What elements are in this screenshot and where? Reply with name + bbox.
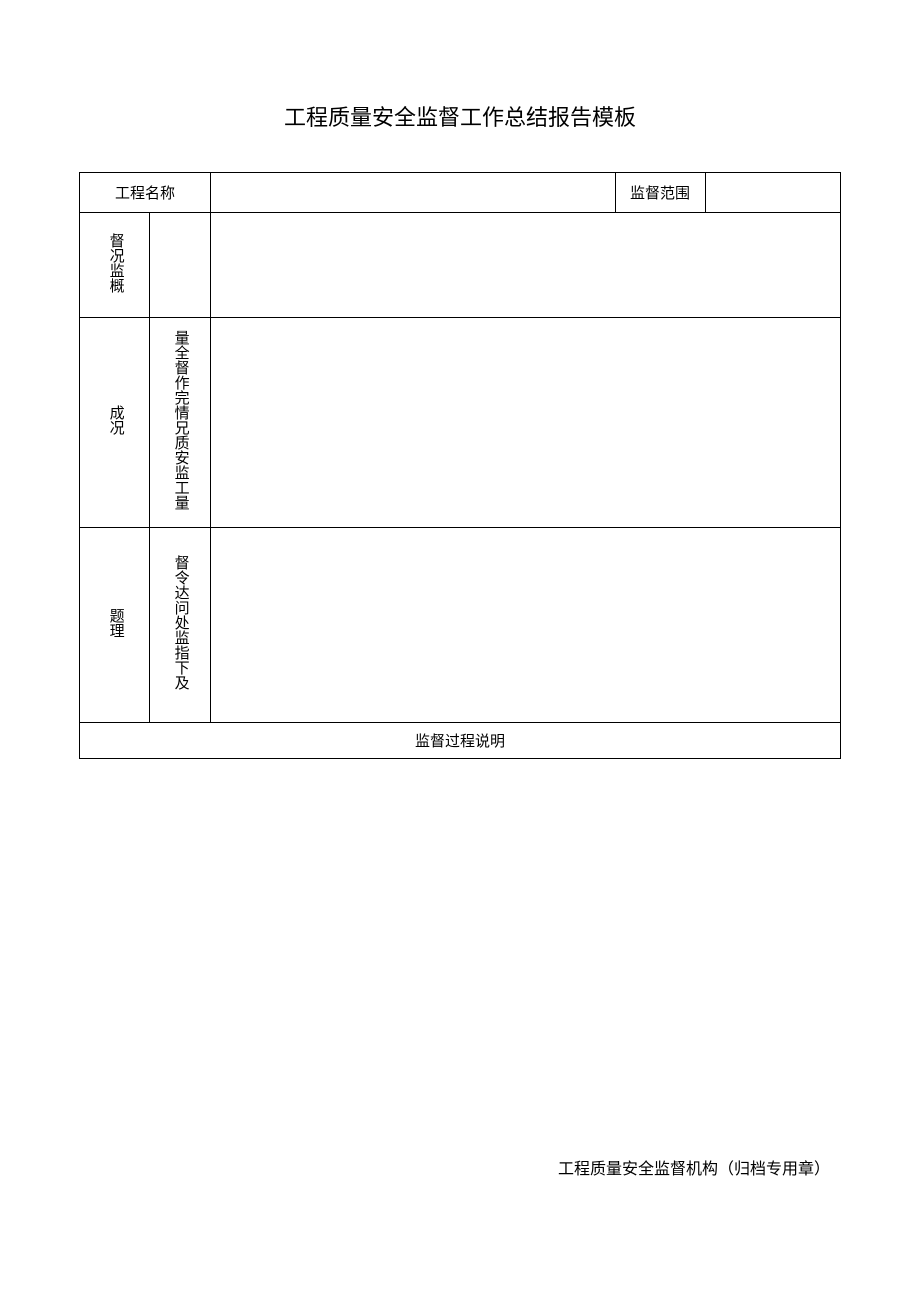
vertical-text: 督况监概 xyxy=(106,233,123,293)
project-name-label: 工程名称 xyxy=(80,173,210,213)
vertical-text: 题理 xyxy=(106,608,123,638)
table-row-header: 工程名称 监督范围 xyxy=(80,173,840,213)
vertical-text: 量全督作完情兄质安监工量 xyxy=(171,330,188,510)
footer-note: 工程质量安全监督机构（归档专用章） xyxy=(558,1155,830,1179)
table-row: 题理 督令达问处监指下及 xyxy=(80,528,840,723)
scope-label: 监督范围 xyxy=(615,173,705,213)
row4-label-1: 题理 xyxy=(80,528,150,723)
row3-label-2: 量全督作完情兄质安监工量 xyxy=(150,318,210,528)
form-table: 工程名称 监督范围 督况监概 成况 量全督作完情兄质安监工量 题理 督令达问处监… xyxy=(79,172,840,759)
table-row: 成况 量全督作完情兄质安监工量 xyxy=(80,318,840,528)
row4-content xyxy=(210,528,840,723)
row3-content xyxy=(210,318,840,528)
scope-value xyxy=(705,173,840,213)
row4-label-2: 督令达问处监指下及 xyxy=(150,528,210,723)
process-description-label: 监督过程说明 xyxy=(80,723,840,759)
row2-content xyxy=(210,213,840,318)
row2-label-1: 督况监概 xyxy=(80,213,150,318)
vertical-text: 成况 xyxy=(106,405,123,435)
table-row: 监督过程说明 xyxy=(80,723,840,759)
row3-label-1: 成况 xyxy=(80,318,150,528)
project-name-value xyxy=(210,173,615,213)
vertical-text: 督令达问处监指下及 xyxy=(171,555,188,690)
page-title: 工程质量安全监督工作总结报告模板 xyxy=(0,0,920,172)
table-row: 督况监概 xyxy=(80,213,840,318)
row2-label-2 xyxy=(150,213,210,318)
